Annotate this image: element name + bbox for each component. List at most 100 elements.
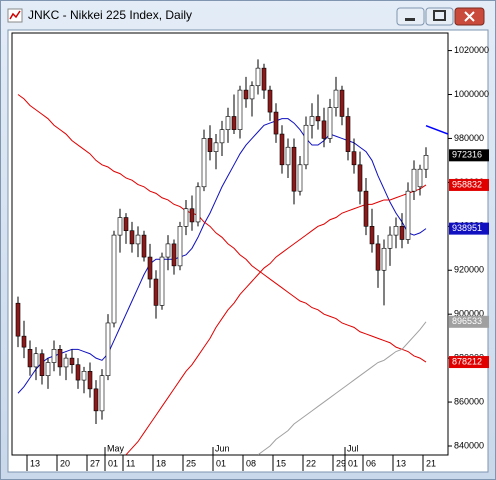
candle-body bbox=[21, 335, 27, 348]
candle-body bbox=[165, 243, 171, 258]
candle-body bbox=[123, 217, 129, 232]
close-glyph bbox=[464, 11, 475, 22]
candle-body bbox=[237, 89, 243, 130]
candle-body bbox=[159, 256, 165, 306]
x-tick-label: 06 bbox=[366, 458, 376, 468]
candle-body bbox=[387, 234, 393, 249]
candle-body bbox=[315, 116, 321, 122]
month-label: Jun bbox=[215, 443, 230, 453]
maximize-button[interactable] bbox=[425, 7, 454, 26]
x-tick-label: 13 bbox=[396, 458, 406, 468]
x-tick-label: 08 bbox=[246, 458, 256, 468]
candle-body bbox=[249, 85, 255, 100]
candle-body bbox=[333, 89, 339, 108]
candle-body bbox=[423, 155, 429, 170]
candle-body bbox=[87, 371, 93, 390]
candle-body bbox=[243, 89, 249, 100]
candle-body bbox=[135, 234, 141, 245]
x-tick-label: 01 bbox=[216, 458, 226, 468]
candle-body bbox=[351, 151, 357, 166]
candle-body bbox=[81, 371, 87, 381]
candle-body bbox=[213, 142, 219, 152]
candle-body bbox=[231, 116, 237, 130]
candle-body bbox=[261, 67, 267, 91]
candle-body bbox=[297, 164, 303, 192]
trendline-extension bbox=[425, 125, 448, 135]
last-value-box bbox=[449, 315, 489, 328]
month-label: Jul bbox=[347, 443, 359, 453]
candle-body bbox=[327, 107, 333, 139]
last-value-label: 938951 bbox=[452, 223, 482, 233]
last-value-label: 896533 bbox=[452, 316, 482, 326]
y-tick-label: 900000 bbox=[454, 309, 484, 319]
plot-content bbox=[15, 59, 448, 455]
candle-body bbox=[357, 164, 363, 192]
candle-body bbox=[381, 247, 387, 271]
candle-body bbox=[75, 364, 81, 381]
candle-body bbox=[411, 168, 417, 192]
chart-layer: 8400008600008800009000009200009400009600… bbox=[15, 45, 489, 471]
candle-body bbox=[309, 116, 315, 126]
x-tick-label: 29 bbox=[336, 458, 346, 468]
candle-body bbox=[141, 234, 147, 258]
candle-body bbox=[63, 357, 69, 368]
last-value-label: 972316 bbox=[452, 150, 482, 160]
icon-line bbox=[9, 10, 21, 20]
x-tick-label: 18 bbox=[156, 458, 166, 468]
candle-body bbox=[51, 349, 57, 363]
y-tick-label: 920000 bbox=[454, 265, 484, 275]
minimize-button[interactable] bbox=[396, 7, 425, 26]
x-tick-label: 01 bbox=[348, 458, 358, 468]
candle-body bbox=[93, 388, 99, 412]
candle-body bbox=[291, 146, 297, 192]
candle-body bbox=[39, 353, 45, 376]
candle-body bbox=[363, 190, 369, 227]
candle-body bbox=[27, 349, 33, 368]
x-tick-label: 13 bbox=[30, 458, 40, 468]
candle-body bbox=[171, 243, 177, 267]
candle-body bbox=[375, 243, 381, 271]
candle-body bbox=[321, 120, 327, 139]
last-value-box bbox=[449, 222, 489, 235]
candle-body bbox=[339, 89, 345, 117]
candle-body bbox=[255, 67, 261, 87]
last-value-box bbox=[449, 178, 489, 191]
indicator-line bbox=[125, 184, 427, 455]
candle-body bbox=[177, 226, 183, 267]
x-tick-label: 11 bbox=[126, 458, 135, 468]
candle-body bbox=[303, 124, 309, 166]
candle-body bbox=[129, 230, 135, 245]
candle-body bbox=[417, 168, 423, 188]
candle-body bbox=[69, 357, 75, 366]
candle-body bbox=[189, 208, 195, 223]
x-tick-label: 27 bbox=[90, 458, 100, 468]
candle-body bbox=[183, 208, 189, 227]
candle-body bbox=[207, 138, 213, 152]
candle-body bbox=[285, 146, 291, 166]
candle-body bbox=[15, 302, 21, 337]
y-tick-label: 840000 bbox=[454, 440, 484, 450]
candle-body bbox=[279, 133, 285, 166]
x-tick-label: 21 bbox=[426, 458, 436, 468]
indicator-line bbox=[17, 94, 427, 363]
x-tick-label: 25 bbox=[186, 458, 196, 468]
candle-body bbox=[33, 353, 39, 368]
candle-body bbox=[345, 116, 351, 152]
candle-body bbox=[195, 186, 201, 223]
candle-body bbox=[273, 111, 279, 135]
candle-body bbox=[369, 226, 375, 245]
candle-body bbox=[147, 256, 153, 280]
x-tick-label: 15 bbox=[276, 458, 286, 468]
indicator-line bbox=[257, 321, 427, 455]
candle-body bbox=[393, 226, 399, 236]
candle-body bbox=[99, 375, 105, 412]
candle-body bbox=[225, 116, 231, 130]
plot-frame bbox=[11, 32, 449, 456]
x-tick-label: 22 bbox=[306, 458, 316, 468]
window-buttons bbox=[396, 7, 485, 26]
candle-body bbox=[105, 322, 111, 376]
x-tick-label: 20 bbox=[60, 458, 70, 468]
y-tick-label: 980000 bbox=[454, 133, 484, 143]
candle-body bbox=[153, 278, 159, 306]
last-value-label: 878212 bbox=[452, 356, 482, 366]
